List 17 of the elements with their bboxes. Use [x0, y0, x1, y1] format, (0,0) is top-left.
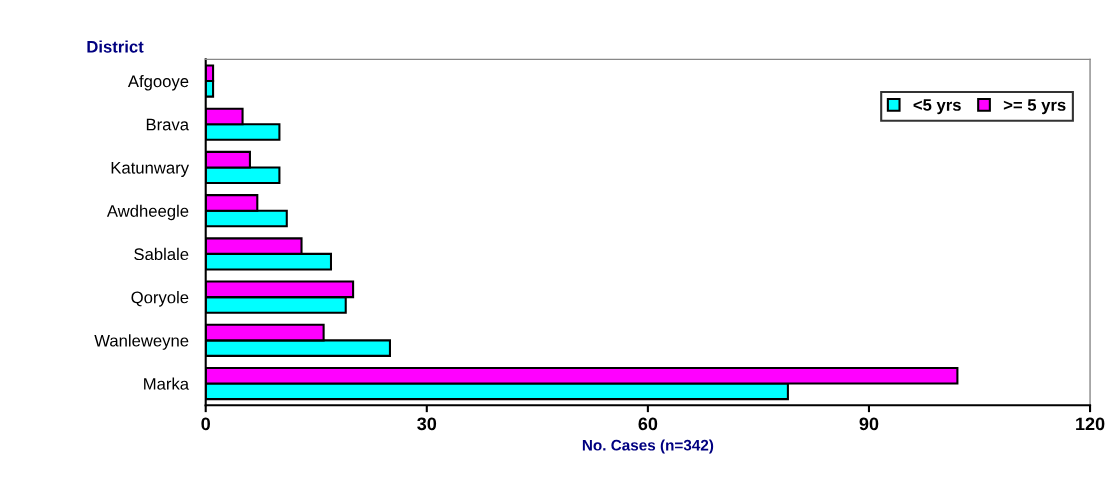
- y-tick-label: Katunwary: [111, 162, 190, 177]
- x-tick-label: 0: [201, 417, 210, 431]
- y-tick-label: Awdheegle: [106, 204, 189, 221]
- x-tick-label: 60: [638, 417, 658, 431]
- y-tick-label: Sablale: [134, 247, 189, 261]
- y-tick-label: Afgooye: [127, 75, 189, 91]
- y-tick-label: Qoryole: [131, 291, 189, 307]
- y-tick-label: Marka: [144, 377, 190, 390]
- x-tick-label: 120: [1076, 417, 1105, 431]
- x-tick-label: 90: [859, 417, 879, 431]
- y-axis-title: District: [87, 40, 144, 53]
- x-tick-label: 30: [417, 417, 437, 431]
- x-axis-title: No. Cases (n=342): [582, 439, 714, 454]
- legend-label: >= 5 yrs: [1003, 99, 1066, 115]
- y-tick-label: Wanleweyne: [94, 334, 189, 350]
- legend-label: <5 yrs: [913, 99, 961, 115]
- y-tick-label: Brava: [146, 118, 190, 131]
